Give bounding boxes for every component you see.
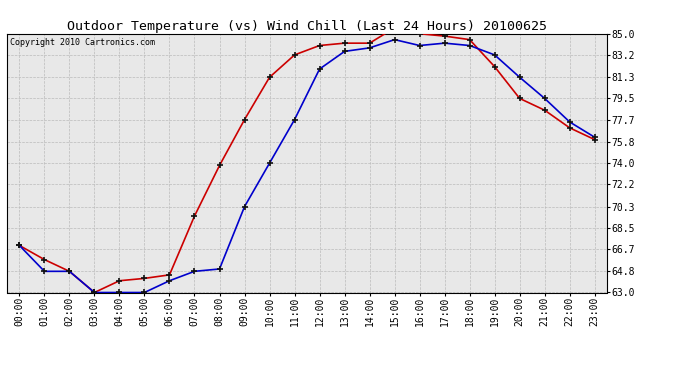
Title: Outdoor Temperature (vs) Wind Chill (Last 24 Hours) 20100625: Outdoor Temperature (vs) Wind Chill (Las… xyxy=(67,20,547,33)
Text: Copyright 2010 Cartronics.com: Copyright 2010 Cartronics.com xyxy=(10,38,155,46)
